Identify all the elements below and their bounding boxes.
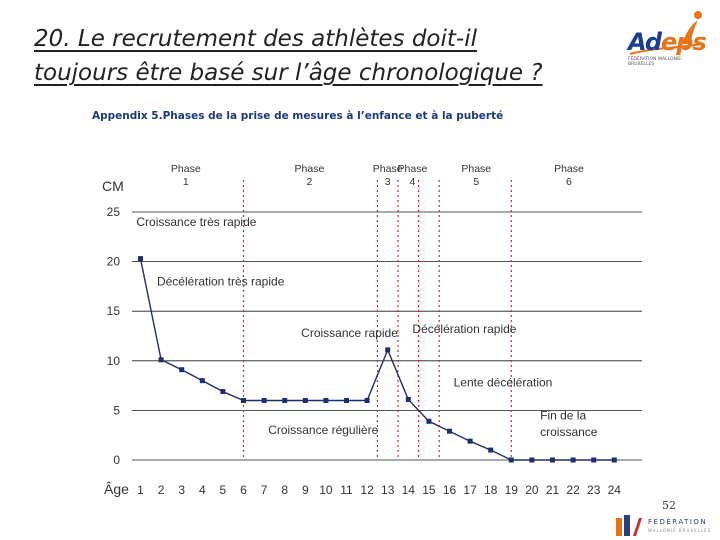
- y-tick-label: 20: [107, 255, 121, 269]
- x-tick-label: 5: [220, 483, 227, 497]
- x-tick-label: 15: [422, 483, 436, 497]
- x-tick-label: 6: [240, 483, 247, 497]
- federation-subtitle: WALLONIE-BRUXELLES: [648, 528, 712, 533]
- slide-title-line2: toujours être basé sur l’âge chronologiq…: [34, 60, 543, 86]
- data-point: [220, 389, 226, 395]
- phase-number: 1: [183, 176, 189, 188]
- data-point: [344, 397, 349, 403]
- slide-title: 20. Le recrutement des athlètes doit-il …: [34, 22, 614, 90]
- adeps-logo-word: Adeps: [628, 28, 707, 56]
- phase-label: Phase: [373, 163, 403, 175]
- x-tick-label: 3: [178, 483, 185, 497]
- data-point: [426, 418, 432, 424]
- data-point: [138, 256, 143, 262]
- x-tick-label: 10: [319, 483, 333, 497]
- phase-label: Phase: [554, 163, 584, 175]
- y-tick-label: 15: [107, 304, 121, 318]
- data-point: [488, 447, 494, 453]
- x-tick-label: 18: [484, 483, 498, 497]
- phase-label: Phase: [295, 163, 325, 175]
- phase-number: 2: [306, 176, 312, 188]
- chart-annotation: Décélération très rapide: [157, 274, 285, 288]
- x-tick-label: 23: [587, 483, 601, 497]
- slide-title-line1: 20. Le recrutement des athlètes doit-il: [34, 26, 477, 52]
- x-tick-label: 2: [158, 483, 165, 497]
- adeps-logo-subtitle: Fédération Wallonie-Bruxelles: [628, 57, 683, 67]
- data-point: [323, 397, 329, 403]
- data-point: [611, 457, 617, 463]
- x-tick-label: 16: [443, 483, 457, 497]
- x-tick-label: 7: [261, 483, 268, 497]
- phase-number: 4: [409, 176, 415, 188]
- data-point: [282, 397, 288, 403]
- series-line: [139, 258, 615, 461]
- x-tick-label: 9: [302, 483, 309, 497]
- federation-name: FÉDÉRATION: [648, 518, 708, 526]
- x-tick-label: 22: [566, 483, 580, 497]
- x-tick-label: 19: [505, 483, 519, 497]
- chart-annotation: Fin de la: [540, 408, 586, 422]
- data-point: [364, 397, 370, 403]
- data-point: [508, 457, 514, 463]
- data-point: [570, 457, 576, 463]
- phase-label: Phase: [461, 163, 491, 175]
- phase-number: 6: [566, 176, 572, 188]
- y-tick-label: 10: [107, 354, 121, 368]
- y-axis-label: CM: [102, 178, 124, 194]
- data-point: [179, 367, 185, 373]
- federation-mark-icon: [616, 515, 642, 536]
- data-point: [467, 438, 473, 444]
- adeps-logo-part2: eps: [661, 28, 707, 56]
- phase-number: 5: [473, 176, 479, 188]
- data-point: [241, 397, 246, 403]
- x-tick-label: 11: [340, 483, 353, 497]
- federation-logo: FÉDÉRATION WALLONIE-BRUXELLES: [614, 512, 718, 540]
- y-tick-label: 0: [113, 453, 120, 467]
- data-point: [199, 378, 205, 384]
- data-point: [158, 357, 164, 363]
- x-tick-label: 17: [463, 483, 477, 497]
- x-tick-label: 21: [546, 483, 560, 497]
- x-tick-label: 1: [137, 483, 144, 497]
- data-point: [529, 457, 535, 463]
- adeps-swoosh-icon: [629, 11, 703, 55]
- phase-number: 3: [385, 176, 391, 188]
- x-tick-label: 20: [525, 483, 539, 497]
- chart-annotation: Décélération rapide: [412, 322, 516, 336]
- phase-label: Phase: [398, 163, 428, 175]
- chart-annotation: Lente décélération: [454, 376, 553, 390]
- data-point: [261, 397, 267, 403]
- data-point: [385, 347, 391, 353]
- phase-label: Phase: [171, 163, 201, 175]
- data-point: [447, 428, 452, 434]
- x-tick-label: 14: [402, 483, 416, 497]
- chart-annotation: Croissance rapide: [301, 326, 398, 340]
- x-tick-label: 13: [381, 483, 395, 497]
- figure-title: Appendix 5.Phases de la prise de mesures…: [92, 110, 504, 122]
- y-tick-label: 25: [107, 205, 121, 219]
- chart-annotation: croissance: [540, 425, 598, 439]
- x-axis-label: Âge: [104, 481, 129, 497]
- page-number: 52: [662, 499, 676, 512]
- data-point: [302, 397, 308, 403]
- data-point: [405, 396, 411, 402]
- data-point: [550, 457, 555, 463]
- x-tick-label: 4: [199, 483, 206, 497]
- y-tick-label: 5: [113, 403, 120, 417]
- adeps-logo-part1: Ad: [628, 28, 662, 56]
- data-point: [591, 457, 597, 463]
- figure-panel: 0 5 10 15 20 25 CM Âge 1 2 3 4 5 6 7 8 9 10 11 12 13 14 15 16 17…: [92, 108, 654, 500]
- x-tick-label: 12: [360, 483, 374, 497]
- x-tick-label: 24: [608, 483, 622, 497]
- x-tick-label: 8: [281, 483, 288, 497]
- adeps-logo: Adeps Fédération Wallonie-Bruxelles: [622, 4, 716, 74]
- chart-annotation: Croissance régulière: [268, 423, 378, 437]
- chart-annotation: Croissance très rapide: [136, 215, 256, 229]
